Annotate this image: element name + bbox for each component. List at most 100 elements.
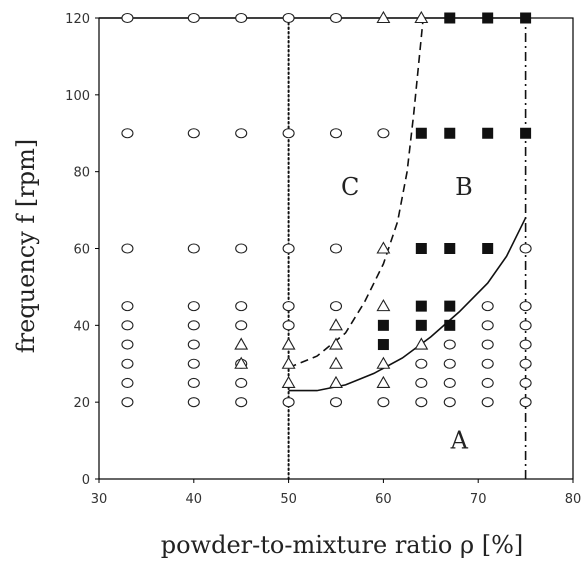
point-circle xyxy=(121,12,134,24)
point-circle xyxy=(443,358,456,369)
point-square xyxy=(444,12,456,24)
point-circle xyxy=(235,243,248,254)
point-square xyxy=(377,319,389,331)
point-circle xyxy=(187,339,200,350)
point-circle xyxy=(235,320,248,331)
point-square xyxy=(444,300,456,312)
point-circle xyxy=(519,320,532,331)
region-label-a: A xyxy=(450,427,469,455)
point-triangle xyxy=(414,10,429,24)
point-circle xyxy=(121,301,134,312)
point-circle xyxy=(282,301,295,312)
point-circle xyxy=(443,377,456,389)
point-circle xyxy=(282,12,295,24)
y-ticks-layer: 0 20 40 60 80 100 120 xyxy=(65,12,99,488)
point-circle xyxy=(415,397,428,408)
point-circle xyxy=(377,397,390,408)
region-labels-layer: A B C xyxy=(341,173,473,455)
point-triangle xyxy=(329,337,343,350)
point-circle xyxy=(481,358,494,369)
point-circle xyxy=(121,377,134,389)
point-circle xyxy=(187,397,200,408)
point-circle xyxy=(235,301,248,312)
point-triangle xyxy=(376,356,391,369)
point-circle xyxy=(282,128,295,139)
region-label-c: C xyxy=(341,173,359,201)
x-tick-label: 30 xyxy=(91,492,108,507)
point-circle xyxy=(481,301,494,312)
point-square xyxy=(377,339,389,351)
point-circle xyxy=(282,320,295,331)
point-circle xyxy=(519,339,532,350)
point-circle xyxy=(329,397,343,408)
point-square xyxy=(482,127,494,139)
point-circle xyxy=(187,243,200,254)
x-tick-label: 50 xyxy=(280,492,297,507)
point-square xyxy=(444,319,456,331)
point-circle xyxy=(187,12,200,24)
point-circle xyxy=(282,243,295,254)
point-circle xyxy=(235,12,248,24)
point-circle xyxy=(329,12,343,24)
point-circle xyxy=(481,320,494,331)
point-circle xyxy=(415,377,428,389)
point-circle xyxy=(377,128,390,139)
point-circle xyxy=(415,358,428,369)
point-circle xyxy=(121,397,134,408)
y-tick-label: 60 xyxy=(73,243,90,258)
point-square xyxy=(444,243,456,254)
point-triangle xyxy=(376,299,391,312)
point-square xyxy=(520,127,532,139)
point-square xyxy=(482,243,494,254)
point-circle xyxy=(121,358,134,369)
y-tick-label: 100 xyxy=(65,89,90,104)
point-triangle xyxy=(329,318,343,331)
point-circle xyxy=(121,320,134,331)
point-circle xyxy=(235,377,248,389)
point-triangle xyxy=(376,10,391,24)
point-triangle xyxy=(329,356,343,369)
point-square xyxy=(444,127,456,139)
point-triangle xyxy=(329,375,343,389)
point-circle xyxy=(481,397,494,408)
region-label-b: B xyxy=(455,173,473,201)
point-circle xyxy=(519,301,532,312)
point-square xyxy=(415,243,427,254)
y-tick-label: 40 xyxy=(73,319,90,334)
point-circle xyxy=(443,339,456,350)
point-circle xyxy=(235,397,248,408)
point-circle xyxy=(329,301,343,312)
point-triangle xyxy=(376,241,391,254)
point-triangle xyxy=(376,375,391,389)
point-circle xyxy=(121,243,134,254)
x-tick-label: 40 xyxy=(186,492,203,507)
curve-dashed-2 xyxy=(288,17,424,369)
point-square xyxy=(415,300,427,312)
x-tick-label: 80 xyxy=(565,492,582,507)
curves-layer xyxy=(99,17,527,480)
point-circle xyxy=(519,243,532,254)
point-circle xyxy=(282,397,295,408)
y-tick-label: 0 xyxy=(82,473,90,488)
point-triangle xyxy=(234,337,249,350)
point-circle xyxy=(443,397,456,408)
point-circle xyxy=(187,301,200,312)
x-tick-label: 70 xyxy=(470,492,487,507)
point-triangle xyxy=(281,375,296,389)
point-circle xyxy=(519,397,532,408)
point-circle xyxy=(121,128,134,139)
x-ticks-layer: 30 40 50 60 70 80 xyxy=(91,479,582,507)
point-square xyxy=(520,12,532,24)
y-tick-label: 120 xyxy=(65,12,90,27)
point-triangle xyxy=(234,356,249,369)
points-layer xyxy=(121,10,532,408)
point-circle xyxy=(187,377,200,389)
y-axis-label: frequency f [rpm] xyxy=(12,139,40,354)
point-triangle xyxy=(281,356,296,369)
point-square xyxy=(482,12,494,24)
point-circle xyxy=(481,377,494,389)
point-circle xyxy=(187,358,200,369)
point-circle xyxy=(329,243,343,254)
point-square xyxy=(415,319,427,331)
